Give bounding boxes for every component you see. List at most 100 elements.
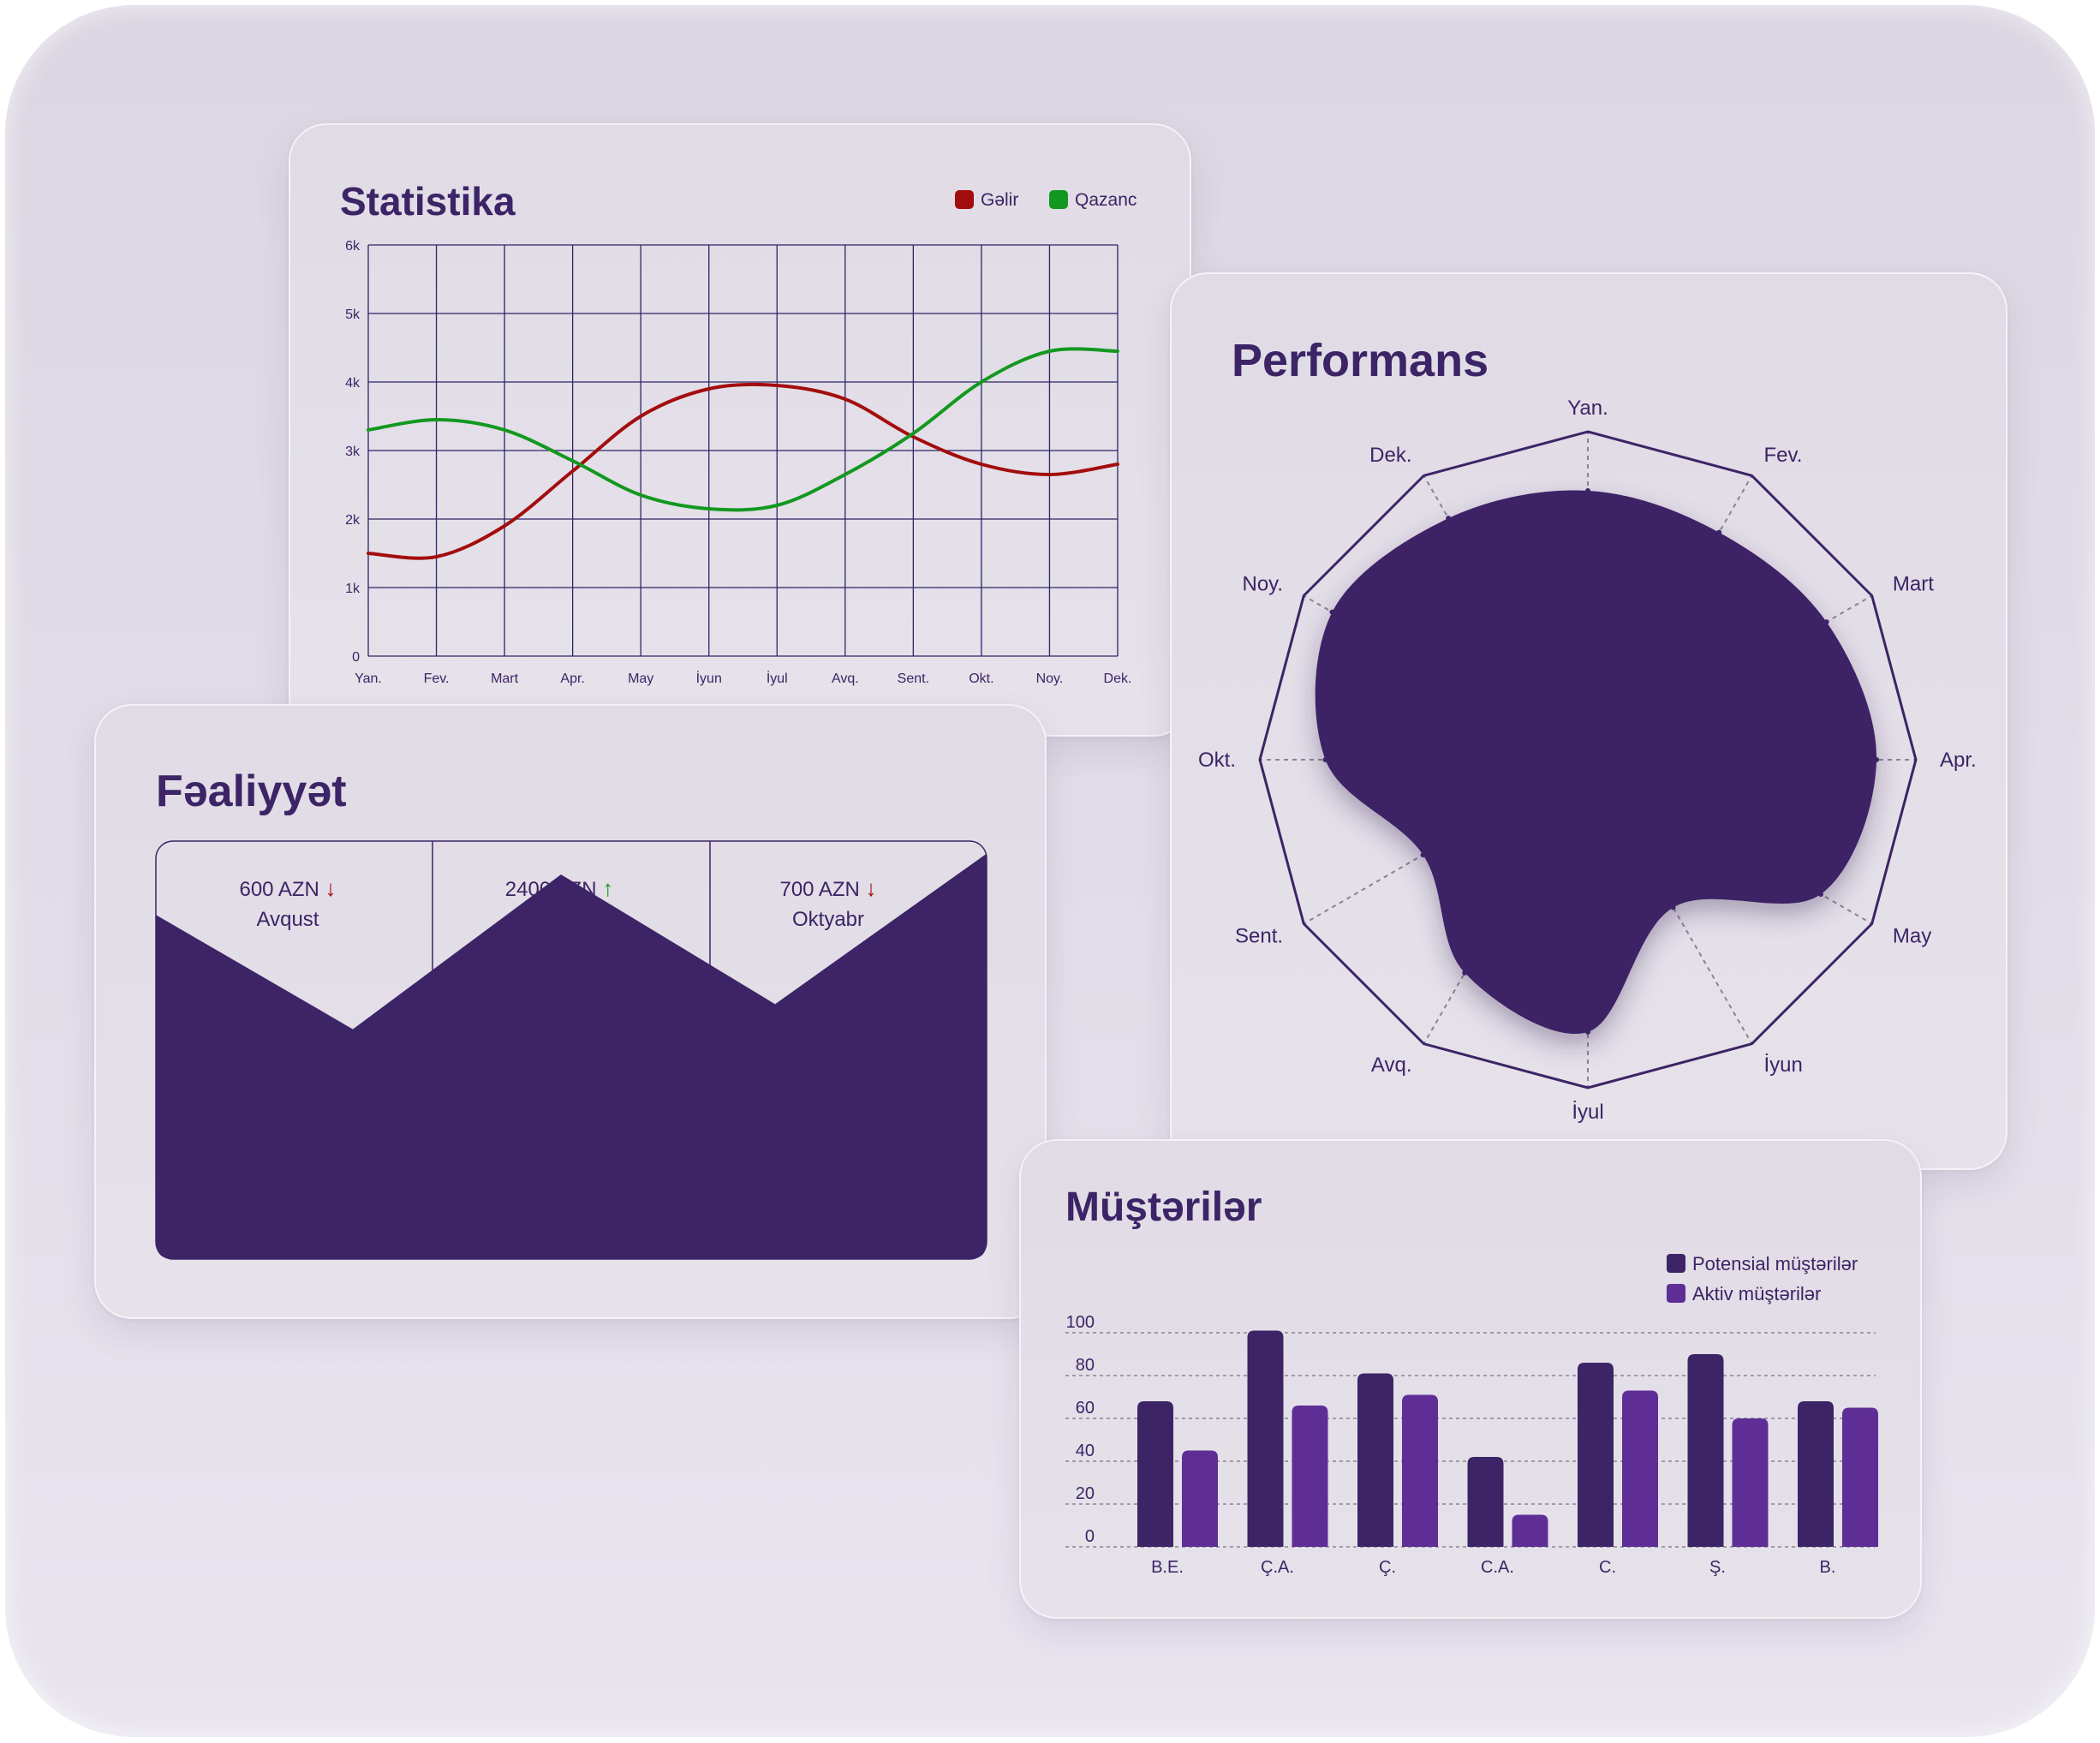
legend-label: Gəlir <box>981 190 1018 210</box>
statistika-title: Statistika <box>340 179 516 224</box>
y-tick-label: 5k <box>345 307 361 322</box>
y-tick-label: 0 <box>352 650 360 665</box>
radar-category-label: Avq. <box>1371 1054 1412 1077</box>
legend-swatch <box>1049 190 1068 209</box>
x-tick-label: Ç. <box>1379 1558 1396 1577</box>
y-tick-label: 0 <box>1085 1527 1095 1546</box>
radar-category-label: Noy. <box>1242 573 1283 596</box>
kpi-month: Oktyabr <box>791 908 865 931</box>
x-tick-label: Yan. <box>355 672 382 686</box>
x-tick-label: C.A. <box>1481 1558 1514 1577</box>
bar <box>1732 1418 1769 1547</box>
radar-point <box>1585 1029 1590 1035</box>
statistika-card: Statistika 0 1k 2k 3k 4k 5k 6k Yan. Fev. Mart Apr.… <box>289 123 1191 737</box>
legend-swatch <box>1667 1284 1685 1303</box>
y-tick-label: 100 <box>1066 1313 1095 1332</box>
x-tick-label: Ş. <box>1709 1558 1726 1577</box>
radar-point <box>1585 487 1590 493</box>
y-tick-label: 80 <box>1076 1356 1095 1375</box>
bar <box>1622 1390 1658 1547</box>
bar <box>1137 1401 1173 1547</box>
legend-label: Qazanc <box>1075 190 1137 210</box>
radar-point <box>1670 904 1676 910</box>
radar-category-label: May <box>1893 925 1931 948</box>
legend-swatch <box>1667 1254 1685 1273</box>
bar <box>1467 1457 1504 1547</box>
x-tick-label: Fev. <box>424 672 450 686</box>
kpi-item: 2400 AZN ↑ Sentyabr <box>431 875 688 937</box>
radar-category-label: Yan. <box>1567 397 1608 420</box>
bar <box>1357 1373 1393 1547</box>
radar-category-label: Dek. <box>1369 444 1411 467</box>
legend-label: Aktiv müştərilər <box>1692 1283 1821 1304</box>
x-tick-label: B. <box>1820 1558 1836 1577</box>
musteriler-bar-chart: 0 20 40 60 80 100 B.E. Ç.A. Ç. C.A. C. Ş. B. Potensia… <box>1065 1253 1878 1577</box>
radar-point <box>1716 529 1722 535</box>
kpi-value: 600 AZN <box>239 878 325 901</box>
arrow-down-icon: ↓ <box>325 875 337 901</box>
y-tick-label: 6k <box>345 239 361 254</box>
x-tick-label: Avq. <box>832 672 859 686</box>
radar-category-label: Fev. <box>1764 444 1803 467</box>
series-line <box>367 347 1119 512</box>
y-tick-label: 2k <box>345 513 361 528</box>
x-tick-label: C. <box>1599 1558 1616 1577</box>
performans-card: Performans Yan. Fev. Mart Apr. May İyun İyul Av… <box>1170 272 2008 1170</box>
radar-point <box>1329 609 1335 615</box>
bar <box>1182 1450 1218 1547</box>
kpi-value-row: 700 AZN ↓ <box>700 875 957 903</box>
radar-area <box>1315 490 1877 1035</box>
y-tick-label: 3k <box>345 445 361 459</box>
x-tick-label: Okt. <box>969 672 993 686</box>
musteriler-title: Müştərilər <box>1065 1185 1262 1230</box>
kpi-value-row: 2400 AZN ↑ <box>431 875 688 903</box>
radar-category-label: İyul <box>1572 1101 1603 1124</box>
x-tick-label: Apr. <box>560 672 584 686</box>
kpi-value: 700 AZN <box>779 878 866 901</box>
kpi-value-row: 600 AZN ↓ <box>159 875 416 903</box>
bar <box>1512 1514 1548 1547</box>
kpi-item: 600 AZN ↓ Avqust <box>159 875 416 937</box>
x-tick-label: B.E. <box>1151 1558 1184 1577</box>
kpi-month: Sentyabr <box>517 908 601 931</box>
activity-area <box>156 853 987 1259</box>
bar <box>1687 1354 1724 1547</box>
y-tick-label: 60 <box>1076 1399 1095 1418</box>
faaliyyet-card: Fəaliyyət 600 AZN ↓ Avqust 2400 AZN ↑ Senty… <box>94 704 1047 1319</box>
bar <box>1402 1394 1438 1547</box>
kpi-value: 2400 AZN <box>504 878 603 901</box>
performans-radar-chart: Yan. Fev. Mart Apr. May İyun İyul Avq. Sent. Okt.… <box>1198 397 1977 1124</box>
radar-category-label: Apr. <box>1940 749 1977 772</box>
radar-point <box>1446 516 1452 522</box>
arrow-down-icon: ↓ <box>865 875 877 901</box>
x-tick-label: Sent. <box>898 672 929 686</box>
y-tick-label: 40 <box>1076 1442 1095 1460</box>
statistika-line-chart: 0 1k 2k 3k 4k 5k 6k Yan. Fev. Mart Apr. May İyun İyul… <box>345 190 1137 686</box>
legend-swatch <box>955 190 974 209</box>
bar <box>1292 1406 1328 1547</box>
radar-point <box>1817 892 1823 898</box>
y-tick-label: 20 <box>1076 1484 1095 1503</box>
bar <box>1247 1330 1284 1547</box>
radar-category-label: Mart <box>1893 573 1934 596</box>
radar-category-label: Sent. <box>1235 925 1283 948</box>
x-tick-label: Mart <box>491 672 519 686</box>
x-tick-label: Ç.A. <box>1261 1558 1294 1577</box>
y-tick-label: 4k <box>345 376 361 391</box>
radar-category-label: İyun <box>1764 1054 1803 1077</box>
kpi-item: 700 AZN ↓ Oktyabr <box>700 875 957 937</box>
y-tick-label: 1k <box>345 582 361 596</box>
arrow-up-icon: ↑ <box>602 875 614 901</box>
faaliyyet-title: Fəaliyyət <box>156 767 347 816</box>
musteriler-card: Müştərilər 0 20 40 60 80 100 B.E. Ç.A. Ç. C.A. C. Ş… <box>1019 1139 1922 1619</box>
bar <box>1798 1401 1834 1547</box>
bar <box>1578 1363 1614 1547</box>
x-tick-label: İyun <box>696 670 722 686</box>
faaliyyet-area-chart <box>155 840 987 1260</box>
radar-point <box>1420 852 1426 858</box>
radar-point <box>1462 970 1468 976</box>
x-tick-label: Dek. <box>1104 672 1132 686</box>
radar-point <box>1823 619 1829 625</box>
x-tick-label: May <box>628 672 653 686</box>
kpi-month: Avqust <box>256 908 319 931</box>
